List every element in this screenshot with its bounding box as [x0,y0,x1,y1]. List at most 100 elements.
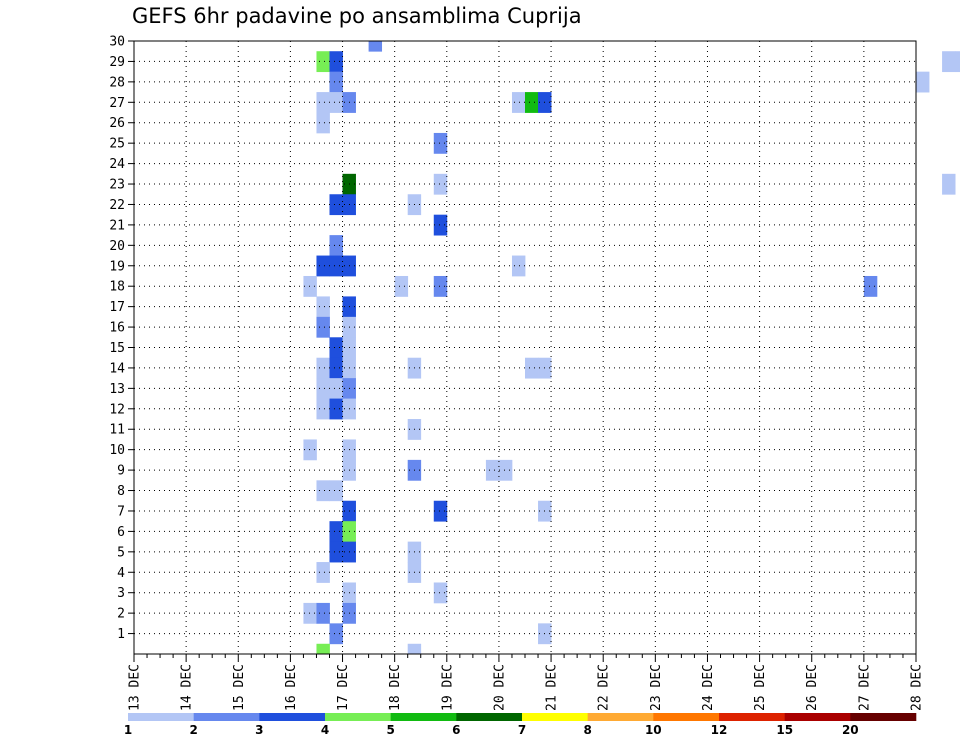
y-tick-label: 13 [109,382,125,397]
x-tick-label: 20 DEC [492,664,507,711]
y-tick-label: 6 [117,525,125,540]
heatmap-cell [316,562,330,583]
x-tick-label: 13 DEC [128,664,143,711]
heatmap-cell [316,398,330,420]
colorbar-swatch [259,713,326,721]
colorbar: 1 2 3 4 5 6 7 8 10 12 15 20 [124,713,917,737]
colorbar-label: 10 [645,723,662,737]
colorbar-label: 8 [584,723,592,737]
heatmap-cell [433,214,448,236]
x-tick-label: 14 DEC [180,664,195,711]
heatmap-cell [433,173,448,195]
y-tick-label: 8 [117,484,125,499]
y-tick-label: 28 [109,75,125,90]
heatmap-cell [485,459,500,481]
x-tick-label: 26 DEC [805,664,820,711]
heatmap-cell [329,337,343,359]
colorbar-swatch [587,713,654,721]
y-tick-label: 24 [109,157,125,172]
heatmap-cell [329,480,343,502]
heatmap-cell [329,92,343,113]
heatmap-cell [316,357,330,379]
chart-title: GEFS 6hr padavine po ansamblima Cuprija [132,4,582,28]
heatmap-cell [316,480,330,502]
heatmap-cell [329,357,343,379]
heatmap-cell [329,398,343,420]
heatmap-cell [329,194,343,216]
heatmap-cell [511,255,526,277]
colorbar-label: 12 [711,723,728,737]
ticks-layer [128,40,917,662]
y-tick-label: 25 [109,137,125,152]
heatmap-cell [916,71,930,93]
colorbar-label: 20 [842,723,859,737]
x-tick-label: 18 DEC [388,664,403,711]
colorbar-swatch [193,713,260,721]
colorbar-swatch [784,713,851,721]
y-tick-label: 17 [109,300,125,315]
heatmap-cell [394,275,409,297]
colorbar-swatch [850,713,917,721]
heatmap-cell [316,296,330,318]
y-tick-label: 21 [109,218,125,233]
heatmap-cell [329,378,343,399]
colorbar-label: 5 [387,723,395,737]
colorbar-label: 1 [124,723,132,737]
x-tick-label: 22 DEC [597,664,612,711]
y-tick-label: 5 [117,545,125,560]
colorbar-swatch [719,713,785,721]
heatmap-cell [433,275,448,297]
heatmap-cell [498,459,513,481]
y-tick-label: 18 [109,280,125,295]
y-tick-label: 7 [117,504,125,519]
x-tick-label: 15 DEC [232,664,247,711]
heatmap-cell [329,623,343,645]
x-axis-labels: 13 DEC 14 DEC 15 DEC 16 DEC 17 DEC 18 DEC 19 D… [128,664,925,711]
colorbar-label: 2 [190,723,198,737]
y-tick-label: 27 [109,96,125,111]
y-tick-label: 10 [109,443,125,458]
heatmap-cell [955,51,960,73]
colorbar-swatch [522,713,588,721]
heatmap-cell [511,92,526,113]
heatmap-cell [433,500,448,522]
heatmap-cell [525,92,539,113]
x-tick-label: 17 DEC [336,664,351,711]
colorbar-label: 15 [776,723,793,737]
heatmap-cell [433,132,448,154]
heatmap-cell [942,51,956,73]
x-tick-label: 16 DEC [284,664,299,711]
heatmap-cell [316,602,330,624]
y-tick-label: 29 [109,55,125,70]
grid-layer [134,40,916,654]
heatmap-cell [316,255,330,277]
y-tick-label: 14 [109,361,125,376]
colorbar-swatch [390,713,457,721]
heatmap-cell [329,255,343,277]
y-tick-label: 12 [109,402,125,417]
heatmap-cell [433,582,448,604]
heatmap-cell [863,275,878,297]
colorbar-label: 3 [255,723,263,737]
y-tick-label: 23 [109,178,125,193]
y-tick-label: 20 [109,239,125,254]
heatmap-cell [368,41,383,52]
x-tick-label: 21 DEC [545,664,560,711]
x-tick-label: 25 DEC [753,664,768,711]
x-tick-label: 28 DEC [910,664,925,711]
colorbar-label: 4 [321,723,329,737]
heatmap-cell [329,521,343,543]
heatmap-cell [525,357,539,379]
heatmap-cell [303,439,317,461]
colorbar-label: 6 [452,723,460,737]
y-axis-labels: 1234567891011121314151617181920212223242… [109,35,125,643]
y-tick-label: 26 [109,116,125,131]
y-tick-label: 19 [109,259,125,274]
y-tick-label: 30 [109,35,125,50]
heatmap-cell [329,541,343,563]
heatmap-cell [316,51,330,73]
x-tick-label: 23 DEC [649,664,664,711]
y-tick-label: 3 [117,586,125,601]
heatmap-cell [329,51,343,73]
